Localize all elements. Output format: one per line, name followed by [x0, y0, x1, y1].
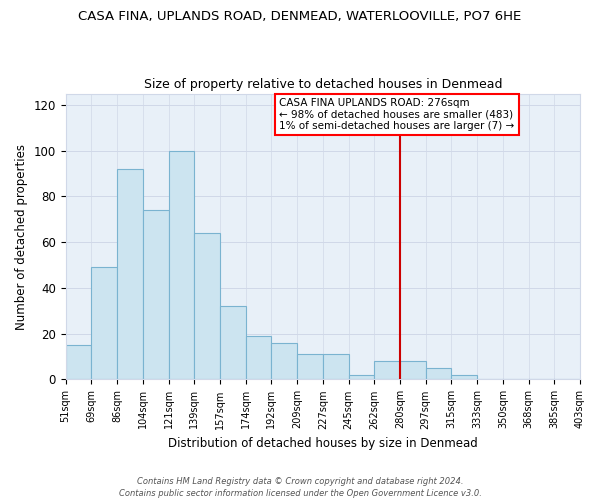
Bar — [271, 343, 297, 380]
Text: Contains HM Land Registry data © Crown copyright and database right 2024.
Contai: Contains HM Land Registry data © Crown c… — [119, 476, 481, 498]
Bar — [65, 345, 91, 380]
Bar — [91, 268, 117, 380]
Title: Size of property relative to detached houses in Denmead: Size of property relative to detached ho… — [143, 78, 502, 91]
Bar — [297, 354, 323, 380]
Bar — [425, 368, 451, 380]
X-axis label: Distribution of detached houses by size in Denmead: Distribution of detached houses by size … — [168, 437, 478, 450]
Bar — [323, 354, 349, 380]
Bar — [220, 306, 245, 380]
Text: CASA FINA UPLANDS ROAD: 276sqm
← 98% of detached houses are smaller (483)
1% of : CASA FINA UPLANDS ROAD: 276sqm ← 98% of … — [279, 98, 514, 131]
Bar — [143, 210, 169, 380]
Bar — [245, 336, 271, 380]
Text: CASA FINA, UPLANDS ROAD, DENMEAD, WATERLOOVILLE, PO7 6HE: CASA FINA, UPLANDS ROAD, DENMEAD, WATERL… — [79, 10, 521, 23]
Bar — [169, 150, 194, 380]
Bar — [400, 361, 425, 380]
Bar — [451, 375, 477, 380]
Y-axis label: Number of detached properties: Number of detached properties — [15, 144, 28, 330]
Bar — [194, 233, 220, 380]
Bar — [349, 375, 374, 380]
Bar — [374, 361, 400, 380]
Bar — [117, 169, 143, 380]
